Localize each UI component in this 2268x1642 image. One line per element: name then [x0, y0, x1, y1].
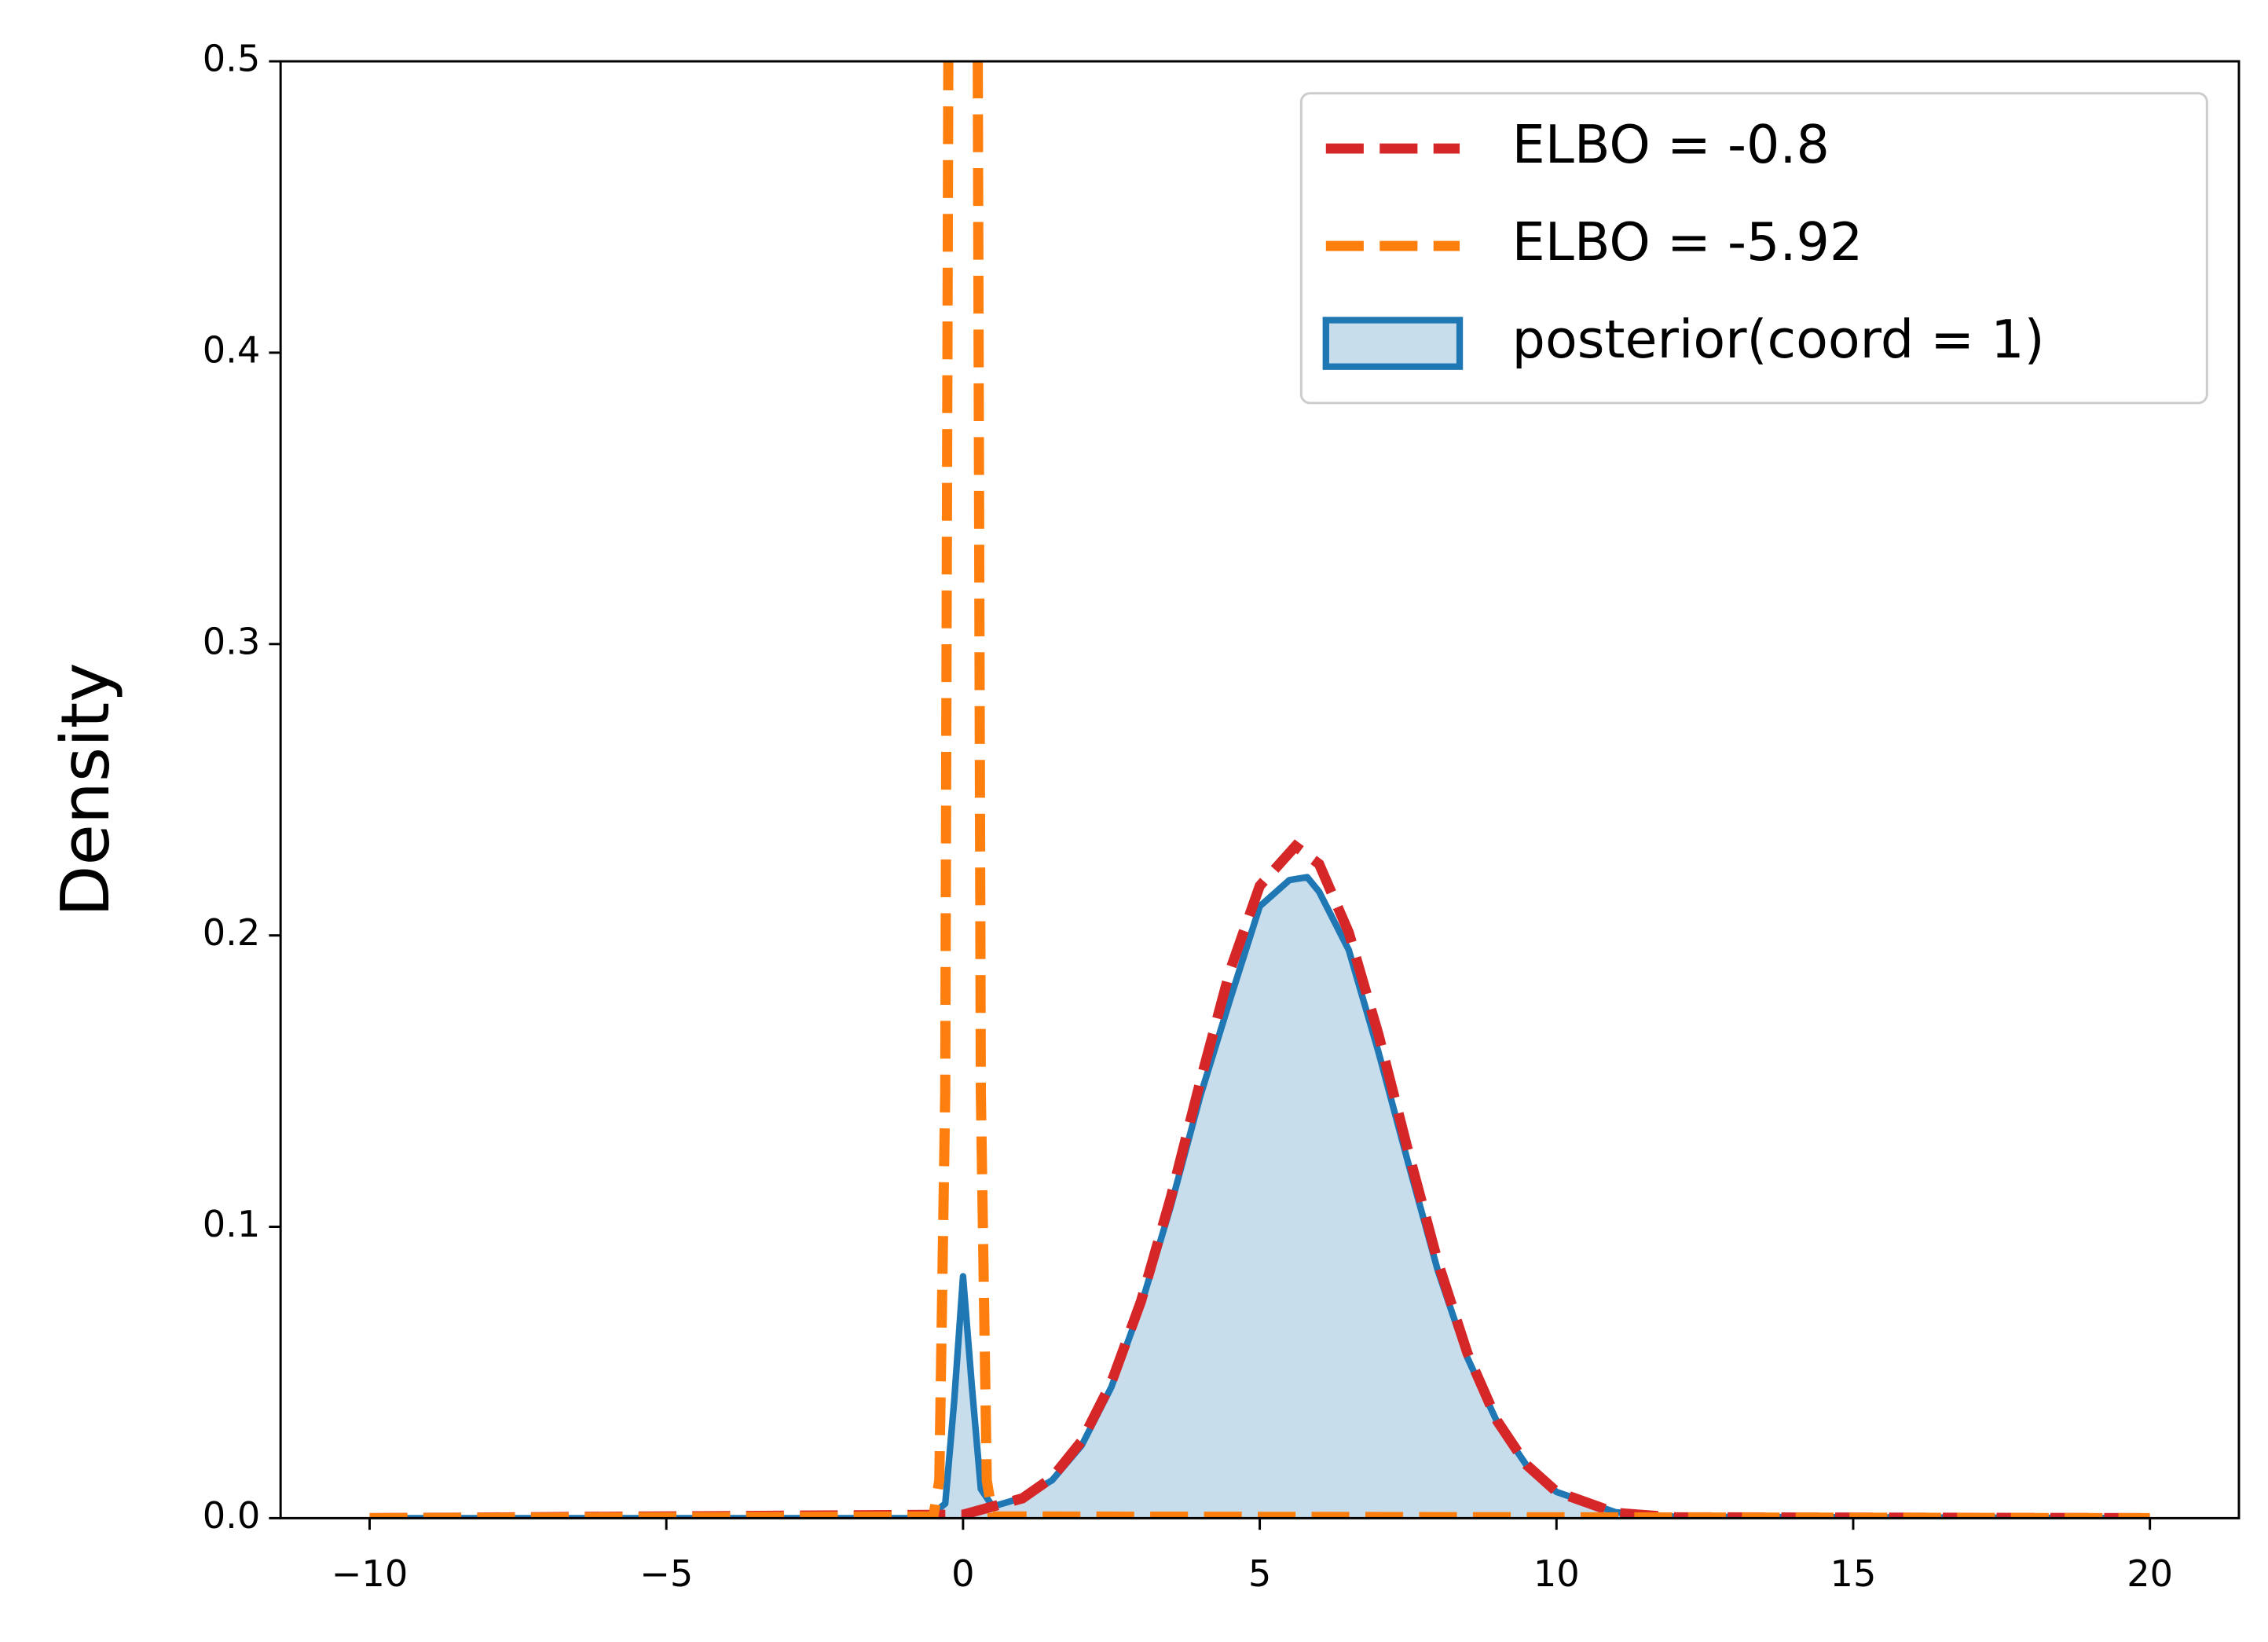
plot-area	[369, 61, 2150, 1519]
line	[369, 839, 2150, 1519]
x-tick-label: −5	[639, 1552, 693, 1595]
legend-label: posterior(coord = 1)	[1512, 309, 2045, 370]
y-tick-label: 0.4	[203, 328, 261, 371]
x-tick-label: 0	[951, 1552, 974, 1595]
y-tick-label: 0.1	[203, 1203, 261, 1245]
x-tick-label: 5	[1248, 1552, 1271, 1595]
legend-swatch	[1322, 317, 1464, 370]
y-axis-label: Density	[47, 662, 125, 917]
area	[369, 877, 2150, 1519]
legend: ELBO = -0.8 ELBO = -5.92 posterior(coord =…	[1299, 92, 2208, 405]
x-tick-label: 15	[1830, 1552, 1877, 1595]
y-tick-label: 0.3	[203, 620, 261, 662]
y-tick-label: 0.0	[203, 1494, 261, 1537]
x-tick-label: 10	[1533, 1552, 1580, 1595]
y-tick-label: 0.2	[203, 911, 261, 954]
y-tick-label: 0.5	[203, 38, 261, 80]
x-tick-label: −10	[332, 1552, 409, 1595]
legend-box	[1299, 92, 2208, 405]
x-tick-label: 20	[2127, 1552, 2173, 1595]
line	[369, 61, 2150, 1519]
legend-label: ELBO = -0.8	[1512, 114, 1830, 175]
legend-label: ELBO = -5.92	[1512, 211, 1863, 273]
